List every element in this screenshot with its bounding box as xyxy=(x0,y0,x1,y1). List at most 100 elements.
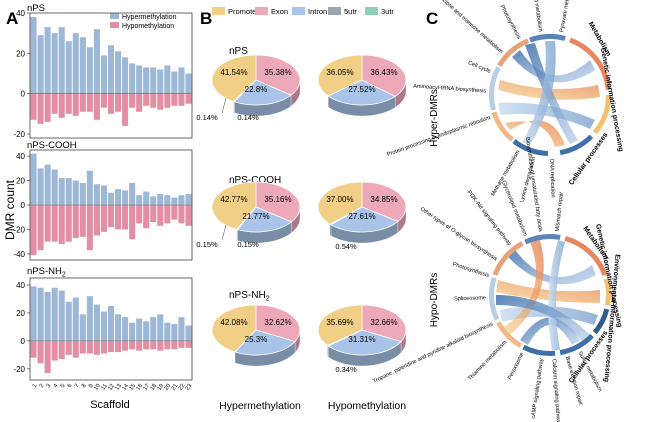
bar-hyper-scaffold-18 xyxy=(150,196,157,205)
subplot-nps-nh2-title-sub: 2 xyxy=(62,272,66,279)
bar-hypo-scaffold-17 xyxy=(143,93,150,106)
bar-hypo-scaffold-9 xyxy=(86,340,93,354)
subplot-nps-bars xyxy=(30,17,192,126)
chord-hyper-ribbon xyxy=(522,41,556,145)
bar-hyper-scaffold-15 xyxy=(129,63,136,94)
bar-hypo-scaffold-7 xyxy=(72,93,79,116)
y-tick-label: -20 xyxy=(13,365,25,374)
scaffold-tick-label: 16 xyxy=(135,383,144,392)
bar-hypo-scaffold-19 xyxy=(157,340,164,351)
legend-b-label-3utr: 3utr xyxy=(381,7,394,16)
bar-hyper-scaffold-8 xyxy=(79,183,86,205)
y-tick-label: 0 xyxy=(21,90,26,99)
chord-term-label: Mismatch repair xyxy=(555,191,565,231)
chord-term-label: Pyruvate metabolism xyxy=(559,0,574,33)
pie-value-label: 25.3% xyxy=(245,335,268,344)
bar-hyper-scaffold-7 xyxy=(72,297,79,341)
chord-term-label: Fructose and mannose metabolism xyxy=(435,0,504,55)
pie-group-title-nps-nh2-main: nPS-NH xyxy=(229,290,266,301)
term-arc xyxy=(497,38,530,67)
chord-hypo-ribbon xyxy=(508,250,596,285)
bar-hypo-scaffold-1 xyxy=(30,205,37,256)
bar-hyper-scaffold-19 xyxy=(157,314,164,341)
legend-b-swatch-intron xyxy=(292,7,305,15)
bar-hyper-scaffold-3 xyxy=(44,27,51,94)
bar-hyper-scaffold-16 xyxy=(136,65,143,94)
y-tick-label: 0 xyxy=(21,201,26,210)
bar-hyper-scaffold-10 xyxy=(93,304,100,341)
chord-term-label: Spliceosome xyxy=(454,295,486,302)
pie-value-label: 35.38% xyxy=(264,68,291,77)
scaffold-tick-label: 3 xyxy=(46,383,53,389)
category-arc xyxy=(559,333,594,356)
pie-2-0: 42.08% 32.62% 25.3% xyxy=(211,304,301,367)
y-tick-label: 20 xyxy=(16,177,25,186)
pie-value-label: 0.15% xyxy=(196,240,218,249)
bar-hyper-scaffold-2 xyxy=(37,287,44,341)
bar-hypo-scaffold-15 xyxy=(129,340,136,350)
pie-group-title-nps-nh2: nPS-NH2 xyxy=(229,290,270,303)
bar-hypo-scaffold-14 xyxy=(122,340,129,351)
subplot-nps-nh2-title: nPS-NH2 xyxy=(27,266,66,279)
term-arc xyxy=(512,139,549,156)
bar-hyper-scaffold-11 xyxy=(100,55,107,94)
scaffold-tick-label: 21 xyxy=(171,383,180,392)
bar-hyper-scaffold-3 xyxy=(44,291,51,341)
chord-term-label: Thiamine metabolism xyxy=(467,339,508,382)
bar-hypo-scaffold-8 xyxy=(79,93,86,112)
bar-hypo-scaffold-4 xyxy=(51,205,58,242)
pie-value-label: 27.52% xyxy=(348,85,375,94)
chord-term-label: Photosynthesis xyxy=(499,4,522,40)
pie-slice-promoter xyxy=(317,181,363,225)
scaffold-tick-label: 23 xyxy=(185,383,194,392)
pie-group-title-nps-cooh: nPS-COOH xyxy=(229,175,281,186)
bar-hypo-scaffold-22 xyxy=(178,340,185,348)
bar-hyper-scaffold-17 xyxy=(143,67,150,94)
category-arc xyxy=(603,278,611,306)
panel-letter-c: C xyxy=(426,9,438,28)
bar-hypo-scaffold-6 xyxy=(65,93,72,114)
chord-hyper-ribbon xyxy=(512,50,595,83)
bar-hypo-scaffold-2 xyxy=(37,340,44,364)
bar-hypo-scaffold-22 xyxy=(178,93,185,106)
panel-letter-a: A xyxy=(6,9,18,28)
bar-hypo-scaffold-19 xyxy=(157,93,164,110)
bar-hypo-scaffold-11 xyxy=(100,205,107,232)
bar-hypo-scaffold-8 xyxy=(79,340,86,354)
y-tick-label: 20 xyxy=(16,309,25,318)
bar-hyper-scaffold-11 xyxy=(100,185,107,205)
term-arc xyxy=(529,34,566,43)
legend-a: Hypermethylation Hypomethylation xyxy=(110,13,177,30)
panel-a-bar-charts: DMR count Scaffold Hypermethylation Hypo… xyxy=(3,3,193,411)
bar-hypo-scaffold-7 xyxy=(72,205,79,238)
category-arc xyxy=(592,308,610,335)
bar-hyper-scaffold-5 xyxy=(58,178,65,205)
bar-hyper-scaffold-1 xyxy=(30,286,37,341)
term-arc xyxy=(491,111,514,142)
scaffold-tick-label: 12 xyxy=(107,383,116,392)
term-arc xyxy=(489,66,501,111)
bar-hypo-scaffold-3 xyxy=(44,93,51,122)
bar-hypo-scaffold-10 xyxy=(93,205,100,236)
bar-hypo-scaffold-18 xyxy=(150,340,157,350)
pie-slice-promoter xyxy=(211,304,257,353)
bar-hypo-scaffold-23 xyxy=(185,205,192,226)
scaffold-tick-label: 14 xyxy=(121,382,130,391)
scaffold-tick-label: 5 xyxy=(60,383,67,389)
pie-1-1: 37.00% 34.85% 27.61% 0.54% xyxy=(317,181,407,251)
chord-hyper-ribbon xyxy=(505,120,565,147)
bar-hypo-scaffold-21 xyxy=(171,340,178,350)
legend-b-swatch-3utr xyxy=(365,7,378,15)
bar-hypo-scaffold-10 xyxy=(93,340,100,355)
bar-hyper-scaffold-23 xyxy=(185,194,192,205)
bar-hyper-scaffold-1 xyxy=(30,153,37,205)
term-arc xyxy=(524,234,561,245)
bar-hyper-scaffold-4 xyxy=(51,169,58,205)
x-axis-label: Scaffold xyxy=(90,399,130,411)
bar-hypo-scaffold-5 xyxy=(58,93,65,118)
subplot-nps-nh2-y-ticks: 40 20 0 -20 xyxy=(13,281,30,374)
pie-value-label: 36.05% xyxy=(326,68,353,77)
